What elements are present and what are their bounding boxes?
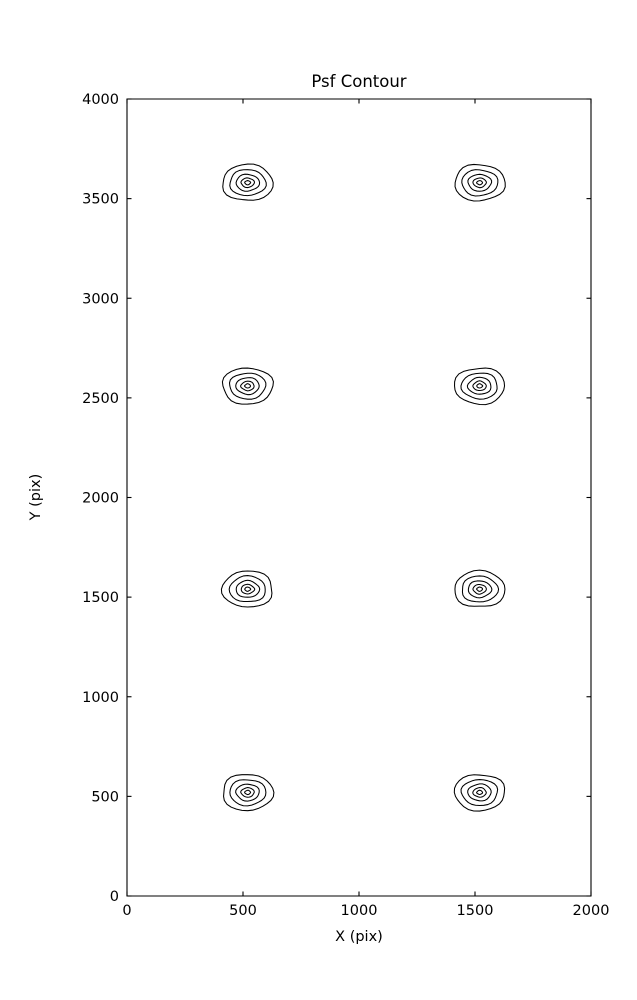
y-tick-label: 1000: [82, 690, 119, 706]
contour-level-3: [467, 173, 493, 192]
contour-level-5: [220, 570, 273, 608]
contour-level-3: [235, 173, 261, 192]
contour-level-3: [466, 376, 492, 395]
contour-level-2: [472, 786, 487, 798]
contour-level-4: [461, 575, 500, 603]
contour-level-1: [476, 586, 484, 592]
contour-level-5: [221, 367, 274, 405]
page-title: Psf Contour: [311, 72, 406, 91]
psf-source-contour: [220, 570, 273, 608]
y-tick-label: 2000: [82, 491, 119, 507]
x-tick-label: 500: [229, 903, 257, 919]
contour-level-2: [240, 380, 255, 392]
contour-level-2: [240, 787, 255, 798]
contour-level-2: [240, 177, 255, 189]
x-tick-label: 2000: [573, 903, 610, 919]
contour-group: [220, 163, 506, 812]
y-tick-label: 3500: [82, 192, 119, 208]
contour-level-5: [454, 569, 506, 607]
psf-source-contour: [221, 367, 274, 405]
contour-level-3: [235, 783, 260, 802]
psf-source-contour: [223, 774, 275, 812]
y-tick-label: 4000: [82, 92, 119, 108]
contour-level-4: [460, 779, 499, 807]
y-tick-label: 500: [91, 789, 119, 805]
contour-level-4: [228, 575, 266, 603]
contour-level-2: [472, 177, 487, 189]
contour-level-1: [476, 383, 484, 389]
contour-level-3: [235, 579, 261, 598]
contour-level-4: [460, 372, 498, 400]
tick-marks: [126, 98, 592, 897]
psf-source-contour: [454, 163, 506, 202]
psf-source-contour: [454, 569, 506, 607]
contour-level-5: [453, 774, 506, 812]
contour-level-5: [222, 163, 274, 201]
psf-source-contour: [454, 367, 506, 406]
psf-source-contour: [453, 774, 506, 812]
contour-level-4: [461, 169, 499, 197]
contour-level-4: [229, 779, 267, 807]
contour-level-1: [243, 383, 252, 389]
contour-level-5: [454, 163, 506, 202]
contour-level-1: [476, 789, 484, 796]
y-axis-label: Y (pix): [28, 474, 44, 522]
y-tick-label: 2500: [82, 391, 119, 407]
contour-level-1: [476, 180, 484, 186]
x-axis-label: X (pix): [335, 929, 383, 945]
contour-level-3: [467, 783, 492, 802]
contour-level-5: [223, 774, 275, 812]
contour-level-5: [454, 367, 506, 406]
contour-level-2: [240, 583, 256, 595]
contour-level-2: [472, 583, 487, 595]
tick-labels: 0 500 1000 1500 2000 0 500 1000 1500 2000 2500 3000…: [82, 92, 609, 919]
x-tick-label: 1000: [341, 903, 378, 919]
contour-level-2: [472, 380, 487, 392]
x-tick-label: 1500: [457, 903, 494, 919]
y-tick-label: 0: [110, 889, 119, 905]
contour-level-1: [244, 586, 252, 592]
y-tick-label: 1500: [82, 590, 119, 606]
contour-level-3: [467, 580, 493, 599]
x-tick-label: 0: [122, 903, 131, 919]
y-tick-label: 3000: [82, 291, 119, 307]
contour-level-3: [235, 377, 260, 396]
contour-level-4: [228, 372, 267, 400]
contour-level-4: [229, 169, 267, 197]
contour-level-1: [244, 789, 252, 796]
contour-level-1: [244, 180, 252, 186]
psf-source-contour: [222, 163, 274, 201]
